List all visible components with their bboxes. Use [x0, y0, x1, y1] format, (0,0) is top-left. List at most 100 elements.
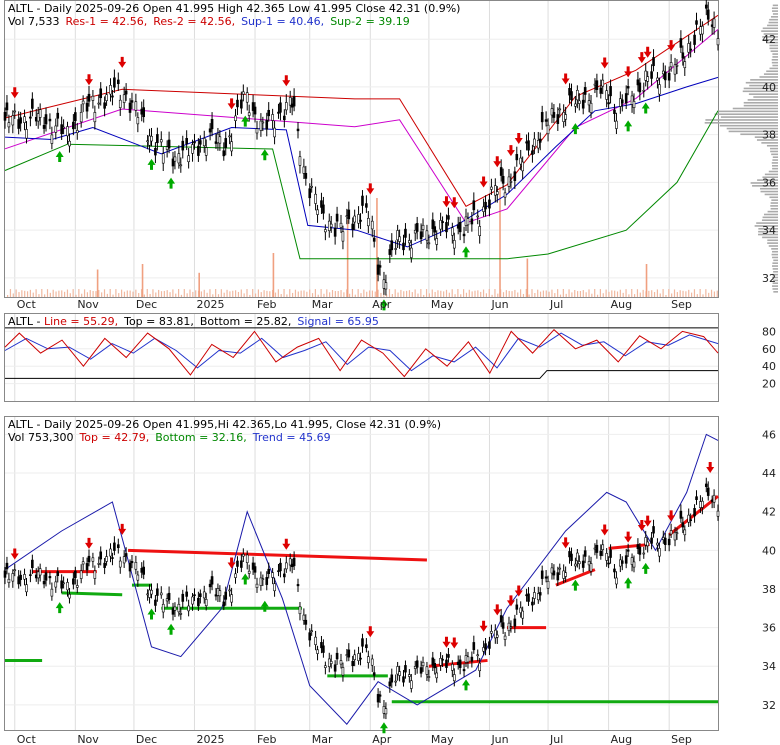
candle-body: [302, 166, 306, 174]
volume-bar: [189, 289, 191, 297]
volume-bar: [528, 294, 530, 297]
volume-bar: [554, 293, 556, 297]
candle-body: [601, 544, 605, 550]
volume-profile-bar: [772, 268, 778, 270]
candle-body: [558, 567, 562, 570]
volume-bar: [605, 289, 607, 297]
candle-body: [173, 606, 177, 611]
volume-bar: [178, 289, 180, 297]
candle-body: [353, 215, 356, 223]
volume-bar: [642, 289, 644, 297]
resistance-segment: [555, 568, 596, 587]
candle-body: [13, 110, 17, 113]
x-tick-label: Jun: [490, 733, 508, 745]
candle-body: [675, 532, 679, 535]
support-line: [4, 110, 719, 260]
volume-profile-bar: [753, 96, 778, 98]
candle-body: [60, 580, 63, 589]
volume-bar: [354, 294, 356, 297]
volume-bar: [414, 289, 416, 297]
candle-body: [224, 138, 228, 148]
candle-body: [25, 584, 28, 593]
candle-body: [320, 200, 323, 208]
volume-bar: [129, 290, 131, 297]
candle-body: [716, 38, 720, 46]
candle-body: [103, 102, 106, 109]
volume-profile-bar: [740, 133, 778, 136]
volume-bar: [691, 292, 693, 297]
x-tick-label: May: [431, 298, 454, 311]
candle-body: [675, 64, 679, 67]
buy-signal-arrow: [55, 151, 64, 163]
volume-bar: [542, 290, 544, 297]
candle-body: [396, 666, 399, 675]
y-tick-label: 40: [762, 360, 776, 373]
trend-header-line1: ALTL - Daily 2025-09-26 Open 41.995,Hi 4…: [8, 418, 441, 431]
volume-profile-bar: [772, 4, 778, 7]
candle-body: [650, 537, 653, 544]
buy-signal-arrow: [571, 123, 580, 135]
sell-signal-arrow: [514, 585, 523, 597]
candle-body: [687, 514, 690, 523]
buy-signal-arrow: [147, 158, 156, 170]
volume-profile-bar: [726, 127, 778, 130]
candle-body: [509, 626, 513, 629]
sell-signal-arrow: [506, 595, 515, 607]
buy-signal-arrow: [641, 102, 650, 114]
volume-bar: [397, 292, 399, 297]
volume-bar: [451, 289, 453, 297]
candle-body: [384, 708, 388, 715]
candle-body: [29, 116, 32, 119]
volume-bar: [12, 293, 14, 297]
candle-body: [445, 659, 448, 668]
candle-body: [197, 145, 200, 156]
volume-bar: [676, 292, 678, 297]
volume-bar: [511, 291, 513, 297]
candle-body: [38, 109, 42, 118]
volume-bar: [123, 291, 126, 297]
candle-body: [695, 20, 698, 25]
candle-body: [7, 578, 11, 583]
volume-bar: [648, 290, 650, 297]
candle-body: [476, 654, 480, 657]
candle-body: [3, 570, 7, 578]
candle-body: [630, 95, 634, 105]
candle-body: [277, 570, 280, 573]
y-tick-label: 32: [762, 272, 776, 285]
volume-bar: [7, 295, 9, 297]
candle-body: [242, 91, 245, 95]
candle-body: [441, 658, 444, 661]
candle-body: [435, 672, 439, 679]
volume-bar: [417, 293, 419, 297]
candle-body: [495, 191, 499, 195]
candle-body: [50, 134, 54, 144]
buy-signal-arrow: [571, 579, 580, 591]
candle-body: [351, 660, 355, 667]
candle-body: [156, 134, 159, 144]
volume-bar: [716, 290, 718, 297]
candle-body: [314, 636, 317, 645]
candle-body: [583, 87, 587, 95]
volume-bar: [26, 291, 29, 297]
volume-bar: [710, 289, 713, 297]
candle-body: [476, 215, 480, 218]
candle-body: [663, 71, 667, 81]
candle-body: [191, 596, 194, 605]
candle-body: [490, 631, 493, 634]
candle-body: [513, 618, 517, 627]
candle-body: [667, 538, 671, 546]
candle-body: [159, 139, 163, 143]
candle-body: [396, 230, 399, 241]
candle-body: [204, 599, 208, 607]
volume-profile-bar: [770, 16, 778, 18]
candle-body: [544, 119, 548, 122]
volume-profile-bar: [771, 199, 778, 201]
candle-body: [488, 199, 491, 209]
candle-body: [134, 561, 138, 570]
candle-body: [503, 192, 507, 198]
y-tick-label: 40: [762, 81, 776, 94]
volume-profile-bar: [758, 230, 778, 233]
candle-body: [5, 562, 9, 570]
candle-body: [316, 649, 319, 654]
candle-body: [185, 138, 188, 145]
